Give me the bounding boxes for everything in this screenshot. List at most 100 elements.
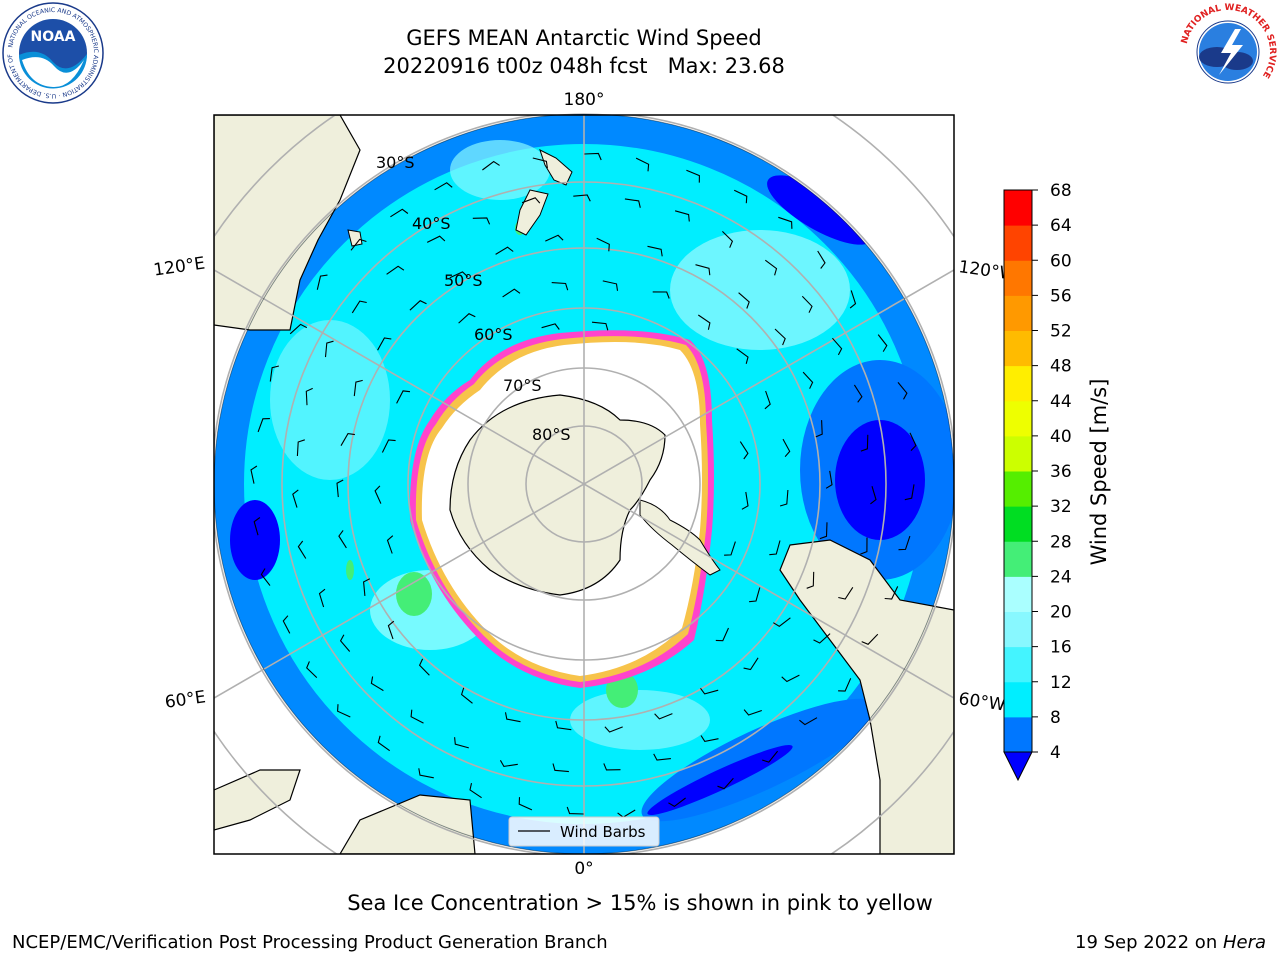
wind-barb — [363, 578, 371, 596]
wind-barb — [469, 782, 482, 799]
wind-barb — [743, 709, 762, 716]
colorbar-segment — [1004, 681, 1032, 718]
lat-label-50s: 50°S — [444, 271, 483, 290]
wind-barb — [377, 337, 392, 351]
wind-barb — [813, 633, 831, 644]
wind-barb — [386, 265, 405, 275]
graticule — [214, 115, 954, 854]
wind-barb — [743, 657, 759, 671]
lat-label-60s: 60°S — [474, 325, 513, 344]
wind-barb — [316, 274, 328, 290]
wind-barb — [749, 587, 761, 603]
wind-barb — [418, 768, 434, 779]
colorbar-tick-label: 12 — [1050, 673, 1072, 693]
colorbar-segment — [1004, 225, 1032, 261]
wind-barb — [884, 586, 899, 600]
wind-barb — [764, 259, 778, 276]
lat-label-30s: 30°S — [376, 153, 415, 172]
wind-barb — [257, 418, 270, 433]
wind-barb — [504, 712, 521, 723]
footer-date-text: 19 Sep 2022 on — [1075, 932, 1223, 953]
wind-barb — [552, 763, 569, 773]
colorbar-tick-label: 56 — [1050, 286, 1072, 306]
wind-barb — [806, 571, 815, 589]
wind-barb — [472, 217, 491, 225]
wind-barb — [260, 568, 271, 586]
noaa-logo: NATIONAL OCEANIC AND ATMOSPHERIC ADMINIS… — [2, 2, 104, 104]
wind-barb — [624, 198, 641, 208]
colorbar-segment — [1004, 330, 1032, 367]
colorbar-tick-label: 36 — [1050, 462, 1072, 482]
latitude-labels: 30°S 40°S 50°S 60°S 70°S 80°S — [376, 153, 571, 444]
map-frame — [213, 114, 955, 855]
wind-barb — [434, 182, 453, 191]
colorbar-segment — [1004, 541, 1032, 577]
wind-barb — [482, 160, 500, 171]
wind-barb — [877, 334, 888, 352]
colorbar-tick-label: 4 — [1050, 743, 1061, 763]
wind-barb — [674, 210, 690, 222]
wind-barb — [653, 753, 671, 761]
colorbar-tick-label: 48 — [1050, 357, 1072, 377]
wind-barb — [764, 390, 771, 410]
colorbar-tick-label: 44 — [1050, 392, 1072, 412]
wind-barb — [739, 441, 749, 460]
wind-barb — [584, 152, 602, 161]
wind-barb — [695, 264, 711, 276]
colorbar-tick-label: 24 — [1050, 567, 1072, 587]
wind-barb — [799, 717, 818, 726]
wind-barb — [338, 530, 347, 549]
wind-barb — [250, 465, 258, 484]
wind-barb — [374, 485, 382, 504]
wind-barb — [454, 737, 469, 749]
wind-barb — [853, 384, 863, 403]
noaa-logo-text: NOAA — [31, 29, 76, 45]
wind-barbs — [250, 152, 917, 818]
wind-barb — [296, 439, 305, 457]
wind-barb — [596, 237, 610, 252]
wind-barb — [566, 806, 584, 815]
map-legend: Wind Barbs — [508, 816, 660, 847]
legend-label: Wind Barbs — [560, 823, 646, 841]
wind-barb — [773, 617, 791, 627]
colorbar-tick-label: 28 — [1050, 532, 1072, 552]
colorbar-tick-label: 16 — [1050, 638, 1072, 658]
colorbar-tick-label: 20 — [1050, 603, 1072, 623]
nws-logo: NATIONAL WEATHER SERVICE — [1178, 2, 1278, 102]
colorbar-segment — [1004, 435, 1032, 472]
wind-barb — [387, 620, 395, 640]
wind-barb — [269, 365, 280, 382]
lat-label-40s: 40°S — [412, 214, 451, 233]
colorbar-tick-label: 8 — [1050, 708, 1061, 728]
wind-barb — [778, 216, 793, 229]
wind-barb — [697, 314, 711, 330]
title-line-1: GEFS MEAN Antarctic Wind Speed — [406, 26, 762, 50]
colorbar-segment — [1004, 295, 1032, 331]
wind-barb — [870, 486, 877, 505]
wind-barb — [282, 615, 291, 634]
lon-label-180: 180° — [564, 90, 605, 110]
colorbar-segment — [1004, 190, 1032, 226]
wind-barb — [904, 484, 915, 501]
wind-barb — [738, 292, 750, 309]
wind-barb — [736, 348, 749, 364]
title-line-2: 20220916 t00z 048h fcst Max: 23.68 — [383, 54, 785, 78]
wind-barb — [762, 750, 779, 763]
wind-barb — [353, 379, 363, 397]
wind-barb — [733, 189, 748, 204]
wind-barb — [532, 157, 548, 169]
colorbar-segment — [1004, 506, 1032, 542]
wind-barb — [779, 489, 789, 507]
wind-barb — [460, 687, 473, 704]
colorbar-segment — [1004, 576, 1032, 612]
wind-barb — [409, 300, 427, 311]
wind-barb — [370, 676, 384, 692]
wind-barb — [668, 797, 686, 808]
wind-barb — [305, 387, 313, 406]
wind-barb — [545, 234, 564, 242]
wind-barb — [604, 726, 623, 733]
colorbar-tick-label: 32 — [1050, 497, 1072, 517]
wind-barb — [410, 709, 424, 724]
